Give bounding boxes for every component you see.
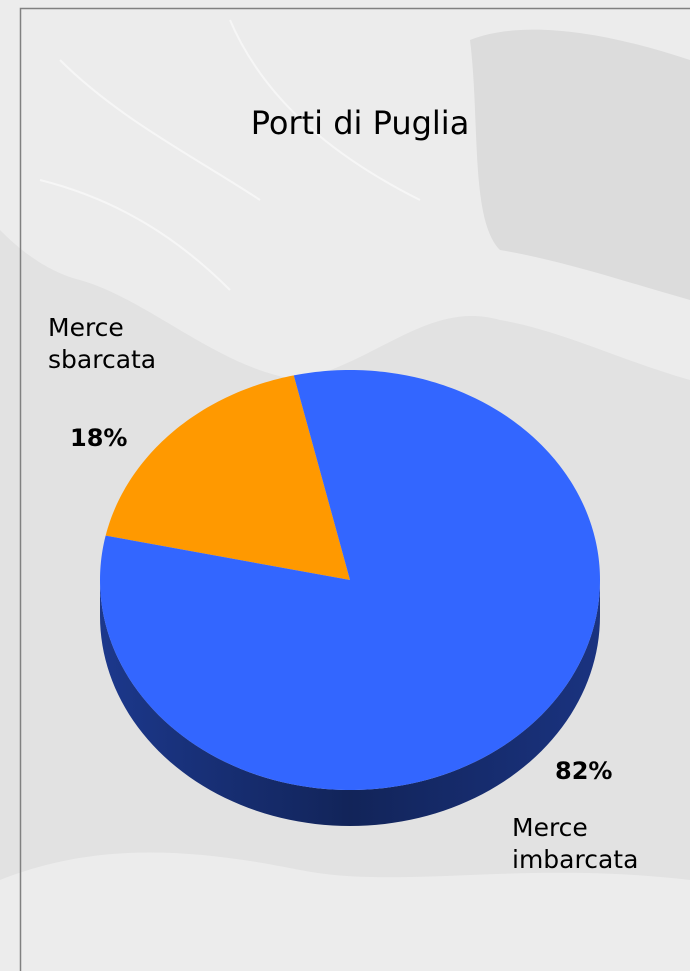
value-label: 82% [555,757,613,785]
slice-label: Merce imbarcata [512,813,639,874]
chart-title: Porti di Puglia [250,104,470,142]
pie-slice [100,370,600,790]
slice-label: Merce sbarcata [48,313,157,374]
value-label: 18% [70,424,128,452]
pie-side [100,580,600,826]
pie [100,370,600,826]
frame [19,7,690,971]
pie-slice [105,375,350,580]
